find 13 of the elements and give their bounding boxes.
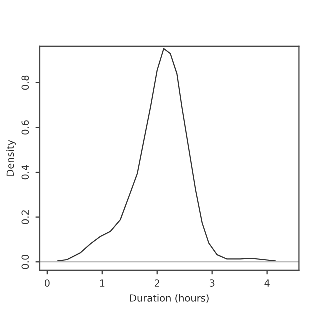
y-tick-label: 0.2 [22,210,30,224]
y-axis-title: Density [6,140,16,176]
x-axis-title: Duration (hours) [130,294,209,304]
y-tick-label: 0.0 [22,255,30,270]
x-tick-label: 4 [264,280,270,287]
y-tick-label: 0.4 [22,165,30,180]
y-tick-label: 0.6 [22,120,30,135]
line-series [57,48,276,262]
x-tick-label: 1 [100,280,105,287]
x-tick-label: 2 [154,280,160,287]
y-tick-label: 0.8 [22,76,30,90]
x-tick-label: 0 [44,280,50,287]
x-tick-label: 3 [210,280,215,287]
